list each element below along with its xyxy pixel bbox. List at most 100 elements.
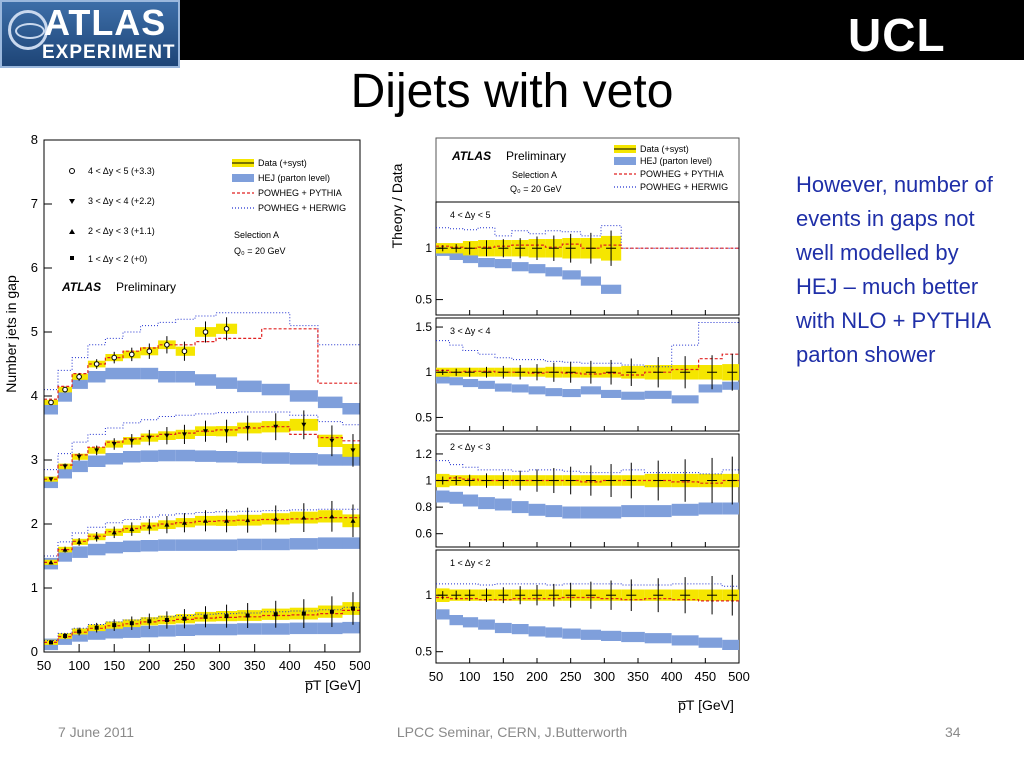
hej-band [87,543,106,556]
legend-marker-label-2: 3 < Δy < 4 (+2.2) [88,196,155,206]
right-atlas-sub: Preliminary [506,149,566,163]
data-point [77,629,82,634]
hej-band [261,452,290,464]
ratio-xtick-label: 50 [429,669,443,684]
data-point [112,623,117,628]
hej-band [216,539,238,551]
hej-band [342,537,360,549]
data-point [182,616,187,621]
hej-ratio-band [478,497,495,510]
hej-band [261,623,290,635]
data-point [76,454,82,460]
hej-ratio-band [494,622,512,634]
ucl-logo: UCL [848,9,946,61]
ratio-xtick-label: 300 [593,669,615,684]
hej-band [87,628,106,640]
hej-ratio-band [601,630,622,641]
ratio-xtick-label: 200 [526,669,548,684]
hej-band [237,538,262,551]
hej-band [216,623,238,636]
hej-band [175,539,195,551]
hej-ratio-band [580,386,601,395]
hej-band [289,453,318,465]
hej-band [44,403,58,415]
left-xtick-label: 450 [314,658,336,673]
hej-band [342,454,360,466]
hej-band [216,451,238,463]
hej-band [195,539,217,551]
legend-hej-label: HEJ (parton level) [258,173,330,183]
right-legend-hej-swatch [614,157,636,165]
left-ytick-label: 3 [31,452,38,467]
hej-band [58,633,72,645]
left-ytick-label: 7 [31,196,38,211]
left-xtick-label: 350 [244,658,266,673]
hej-ratio-band [644,390,672,399]
data-syst-band [342,514,360,528]
hej-band [105,627,123,639]
hej-ratio-band [580,276,601,286]
hej-band [195,450,217,462]
data-point [62,547,68,552]
hej-band [175,449,195,462]
hej-band [72,377,88,389]
data-point [111,529,117,535]
data-point [181,348,188,354]
hej-ratio-band [511,262,529,272]
hej-band [87,371,106,383]
data-point [181,520,187,525]
slide-title: Dijets with veto [350,65,674,118]
data-point [245,426,251,431]
footer-date: 7 June 2011 [58,724,135,740]
left-ytick-label: 5 [31,324,38,339]
hej-band [87,455,106,467]
hej-band [44,476,58,489]
hej-ratio-band [494,259,512,269]
footer-page: 34 [945,724,961,740]
hej-band [289,622,318,635]
data-point [146,435,152,441]
right-legend-data-label: Data (+syst) [640,144,689,154]
legend-pythia-label: POWHEG + PYTHIA [258,188,342,198]
hej-band [342,621,360,634]
ratio-ytick-label: 1.2 [415,447,432,461]
left-xtick-label: 50 [37,658,51,673]
left-ytick-label: 6 [31,260,38,275]
hej-band [216,377,238,389]
hej-ratio-band [621,505,645,518]
legend-herwig-label: POWHEG + HERWIG [258,203,346,213]
left-atlas-sub: Preliminary [116,280,176,294]
data-point [223,326,230,332]
legend-marker-open-circle [69,168,75,174]
slide-note: However, number of events in gaps not we… [796,172,993,367]
ratio-xtick-label: 350 [627,669,649,684]
hej-band [261,383,290,396]
left-q0: Q₀ = 20 GeV [234,246,286,256]
hej-ratio-band [722,502,739,515]
hej-ratio-band [621,631,645,643]
data-point [146,348,153,354]
hej-band [317,622,343,635]
data-point [129,621,134,626]
legend-hej-swatch [232,174,254,182]
data-point [245,517,251,523]
hej-band [317,396,343,409]
left-xtick-label: 150 [103,658,125,673]
hej-band [317,454,343,466]
left-xtick-label: 100 [68,658,90,673]
ratio-ytick-label: 1 [425,365,432,379]
ratio-panel-1: 0.5 1 4 < Δy < 5 [415,201,740,316]
ratio-ytick-label: 0.5 [415,293,432,307]
data-point [329,438,335,444]
data-point [94,448,100,453]
left-selection: Selection A [234,230,279,240]
hej-band [175,624,195,636]
hej-band [58,390,72,402]
data-point [329,513,335,519]
hej-band [195,374,217,386]
data-point [350,606,355,611]
hej-ratio-band [644,505,672,518]
right-legend-hej-label: HEJ (parton level) [640,156,712,166]
hej-ratio-band [698,502,723,515]
hej-ratio-band [462,617,479,628]
